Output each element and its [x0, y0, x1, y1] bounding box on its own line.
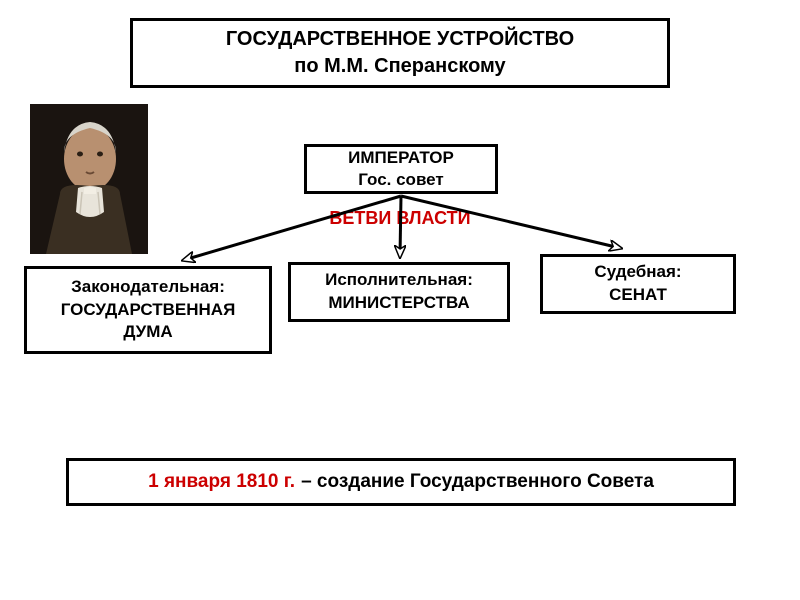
emperor-box: ИМПЕРАТОР Гос. совет: [304, 144, 498, 194]
legislative-line2: ГОСУДАРСТВЕННАЯ: [61, 299, 236, 322]
branches-label: ВЕТВИ ВЛАСТИ: [300, 208, 500, 229]
judicial-box: Судебная: СЕНАТ: [540, 254, 736, 314]
emperor-line2: Гос. совет: [358, 169, 443, 191]
title-line2: по М.М. Сперанскому: [294, 53, 505, 80]
date-black: – создание Государственного Совета: [301, 471, 654, 493]
portrait-speransky: [30, 104, 148, 254]
title-line1: ГОСУДАРСТВЕННОЕ УСТРОЙСТВО: [226, 26, 574, 53]
executive-line1: Исполнительная:: [325, 269, 473, 292]
executive-line2: МИНИСТЕРСТВА: [328, 292, 469, 315]
legislative-box: Законодательная: ГОСУДАРСТВЕННАЯ ДУМА: [24, 266, 272, 354]
legislative-line1: Законодательная:: [71, 276, 225, 299]
legislative-line3: ДУМА: [123, 321, 172, 344]
judicial-line1: Судебная:: [594, 261, 681, 284]
judicial-line2: СЕНАТ: [609, 284, 667, 307]
date-box: 1 января 1810 г. – создание Государствен…: [66, 458, 736, 506]
emperor-line1: ИМПЕРАТОР: [348, 147, 454, 169]
title-box: ГОСУДАРСТВЕННОЕ УСТРОЙСТВО по М.М. Спера…: [130, 18, 670, 88]
date-red: 1 января 1810 г.: [148, 471, 295, 493]
executive-box: Исполнительная: МИНИСТЕРСТВА: [288, 262, 510, 322]
